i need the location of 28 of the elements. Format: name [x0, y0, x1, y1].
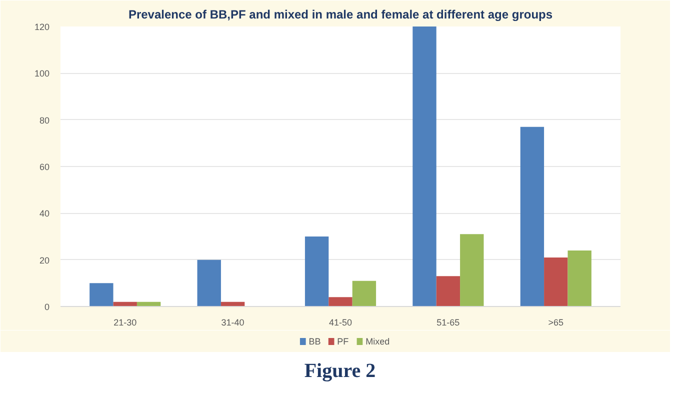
bar [520, 126, 544, 306]
x-tick-label: 51-65 [436, 318, 460, 328]
x-tick-label: >65 [548, 318, 564, 328]
legend-label: PF [337, 336, 350, 346]
bar [568, 250, 592, 306]
bar [460, 234, 484, 306]
x-tick-label: 41-50 [328, 318, 352, 328]
y-tick-label: 60 [39, 162, 50, 172]
bar [328, 297, 352, 306]
bar [412, 26, 436, 306]
x-tick-label: 21-30 [114, 318, 137, 328]
chart-title: Prevalence of BB,PF and mixed in male and female at different age groups [128, 8, 553, 22]
y-tick-label: 20 [39, 255, 50, 266]
y-tick-label: 100 [34, 68, 50, 79]
y-tick-label: 40 [39, 208, 50, 219]
y-tick-label: 120 [34, 22, 50, 32]
bar [304, 236, 329, 306]
bar [544, 258, 568, 306]
caption: Figure 2 [304, 359, 376, 384]
bar [197, 260, 221, 306]
y-tick-label: 0 [44, 302, 50, 312]
x-tick-label: 31-40 [221, 318, 244, 328]
bar [90, 283, 114, 306]
bar [436, 276, 460, 306]
bar [352, 280, 376, 306]
y-tick-label: 80 [39, 115, 50, 126]
legend-label: BB [308, 336, 321, 346]
legend-label: Mixed [366, 336, 390, 346]
